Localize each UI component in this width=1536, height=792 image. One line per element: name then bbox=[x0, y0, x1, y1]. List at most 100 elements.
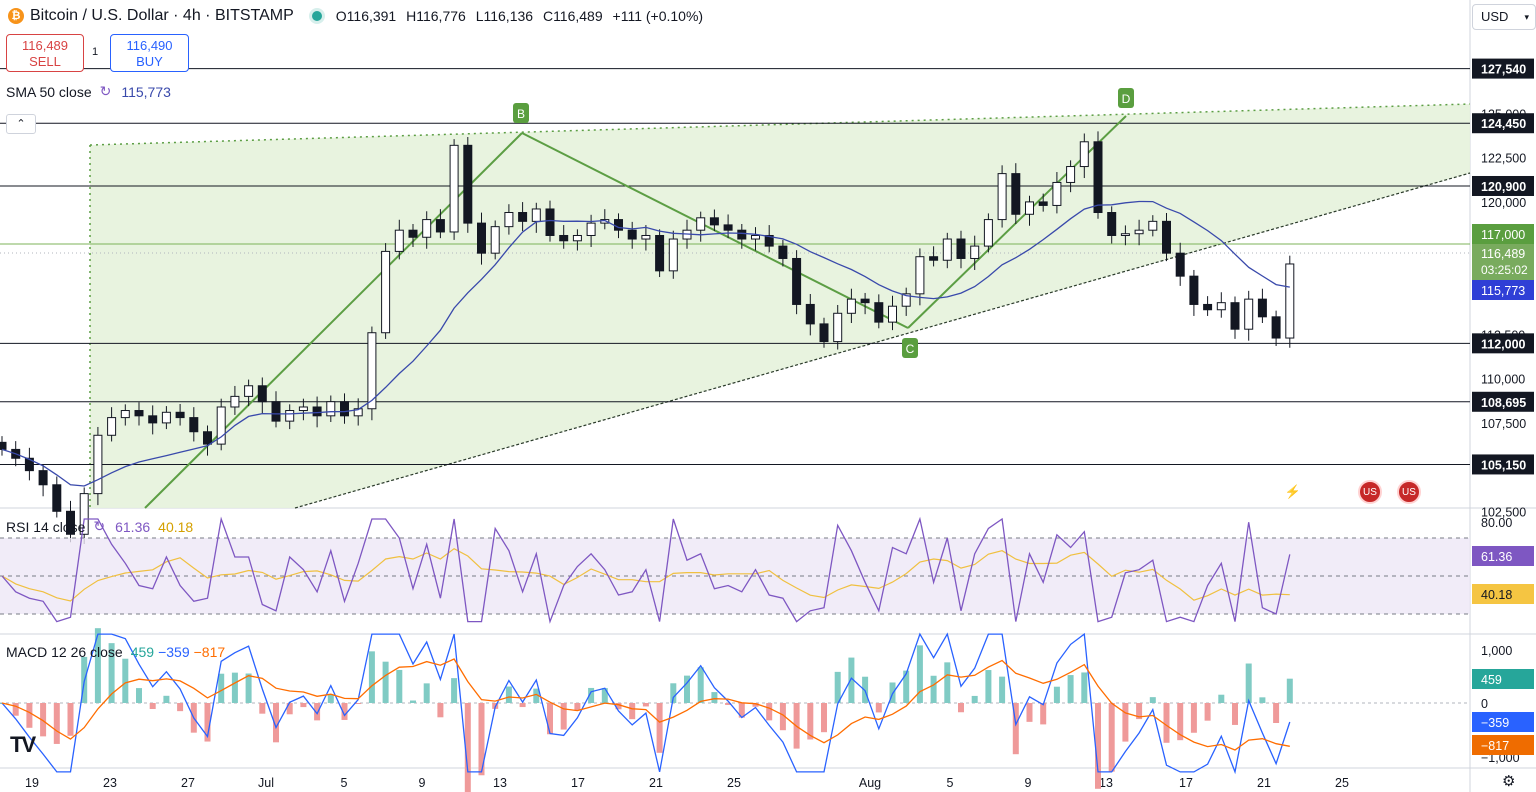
us-flag-icon[interactable]: US bbox=[1358, 480, 1382, 504]
candle-body bbox=[1230, 302, 1240, 330]
rsi-ma-badge bbox=[1472, 584, 1534, 604]
macd-histogram-bar bbox=[985, 670, 992, 703]
candle-body bbox=[1257, 298, 1267, 318]
candle-body bbox=[312, 406, 322, 417]
candle-body bbox=[1107, 212, 1117, 236]
macd-legend[interactable]: MACD 12 26 close 459 −359 −817 bbox=[6, 644, 233, 660]
macd-histogram-bar bbox=[766, 703, 773, 721]
macd-histogram-bar bbox=[341, 703, 348, 720]
candle-body bbox=[614, 219, 623, 231]
pattern-support-line bbox=[294, 172, 1471, 509]
macd-histogram-bar bbox=[478, 703, 485, 776]
price-level-badge bbox=[1472, 454, 1534, 475]
macd-histogram-bar bbox=[1273, 703, 1280, 723]
price-level-badge-text: 120,900 bbox=[1481, 180, 1526, 194]
chevron-down-icon: ▾ bbox=[1524, 12, 1529, 22]
lightning-icon[interactable]: ⚡ bbox=[1281, 480, 1305, 504]
macd-histogram-bar bbox=[629, 703, 636, 720]
macd-histogram-bar bbox=[642, 703, 649, 707]
macd-histogram-bar bbox=[1095, 703, 1101, 789]
candle-body bbox=[888, 305, 897, 323]
macd-histogram-bar bbox=[505, 686, 512, 703]
price-level-badge bbox=[1472, 391, 1534, 412]
change-value: +111 (+0.10%) bbox=[612, 8, 704, 24]
macd-histogram-bar bbox=[396, 669, 403, 703]
candle-body bbox=[93, 434, 103, 495]
macd-histogram-bar bbox=[752, 703, 759, 707]
macd-histogram-bar bbox=[94, 628, 101, 703]
macd-histogram-bar bbox=[410, 700, 416, 703]
macd-histogram-bar bbox=[547, 703, 553, 735]
pattern-point-label: B bbox=[517, 107, 525, 121]
price-level-badge bbox=[1472, 175, 1534, 196]
symbol-header[interactable]: ₿ Bitcoin / U.S. Dollar · 4h · BITSTAMP … bbox=[8, 5, 709, 27]
candle-body bbox=[38, 470, 48, 486]
cycle-icon[interactable]: ↻ bbox=[93, 518, 106, 534]
candle-body bbox=[1203, 303, 1213, 311]
sell-price: 116,489 bbox=[21, 38, 69, 53]
macd-histogram-bar bbox=[958, 703, 964, 713]
sell-button[interactable]: 116,489 SELL bbox=[6, 34, 84, 72]
bitcoin-icon: ₿ bbox=[8, 8, 24, 24]
gear-icon[interactable]: ⚙ bbox=[1502, 773, 1516, 790]
pattern-point-marker bbox=[902, 338, 918, 358]
currency-selector[interactable]: USD ▾ bbox=[1472, 4, 1536, 30]
macd-histogram-bar bbox=[903, 670, 910, 703]
sma-50-line bbox=[1, 200, 1290, 487]
time-axis-tick: 5 bbox=[947, 776, 954, 790]
candle-body bbox=[1216, 302, 1226, 311]
macd-histogram-bar bbox=[1286, 678, 1293, 703]
tradingview-logo[interactable]: TV bbox=[10, 732, 36, 757]
time-axis-tick: 17 bbox=[571, 776, 585, 790]
candle-body bbox=[257, 385, 267, 403]
macd-histogram-bar bbox=[1108, 703, 1115, 772]
candle-body bbox=[0, 441, 7, 450]
rsi-legend[interactable]: RSI 14 close ↻ 61.36 40.18 bbox=[6, 518, 201, 535]
macd-hist-badge-text: 459 bbox=[1481, 673, 1502, 687]
macd-signal-badge-text: −817 bbox=[1481, 739, 1509, 753]
macd-histogram-bar bbox=[533, 688, 540, 703]
macd-histogram-bar bbox=[560, 703, 567, 730]
time-axis-tick: Aug bbox=[859, 776, 881, 790]
candle-body bbox=[915, 256, 925, 295]
low-value: L116,136 bbox=[475, 8, 534, 24]
countdown-text: 03:25:02 bbox=[1481, 263, 1528, 277]
macd-line-badge bbox=[1472, 712, 1534, 732]
candle-body bbox=[477, 222, 486, 254]
time-axis-tick: 9 bbox=[1025, 776, 1032, 790]
candle-body bbox=[901, 293, 911, 307]
time-axis-tick: 13 bbox=[493, 776, 507, 790]
candle-body bbox=[751, 234, 760, 240]
cycle-icon[interactable]: ↻ bbox=[99, 83, 112, 99]
candle-body bbox=[805, 303, 815, 325]
candle-body bbox=[518, 212, 528, 222]
open-value: O116,391 bbox=[335, 8, 397, 24]
macd-histogram-bar bbox=[136, 688, 142, 703]
close-value: C116,489 bbox=[542, 8, 603, 24]
macd-histogram-bar bbox=[368, 651, 375, 703]
macd-histogram-bar bbox=[1177, 703, 1184, 741]
pattern-point-marker bbox=[513, 103, 529, 123]
candle-body bbox=[764, 234, 774, 247]
macd-histogram-bar bbox=[875, 703, 882, 713]
macd-histogram-bar bbox=[1245, 663, 1252, 703]
candle-body bbox=[1025, 201, 1034, 215]
rsi-ma-value: 40.18 bbox=[158, 518, 194, 535]
symbol-title[interactable]: Bitcoin / U.S. Dollar · 4h · BITSTAMP bbox=[30, 7, 294, 24]
buy-button[interactable]: 116,490 BUY bbox=[110, 34, 189, 72]
macd-histogram-bar bbox=[245, 673, 252, 703]
candle-body bbox=[353, 408, 363, 417]
candle-body bbox=[1079, 141, 1089, 168]
candle-body bbox=[970, 245, 980, 259]
candle-body bbox=[134, 410, 144, 417]
candle-body bbox=[394, 229, 404, 252]
candle-body bbox=[449, 144, 459, 233]
pattern-point-label: D bbox=[1122, 92, 1131, 106]
chevron-up-icon[interactable]: ⌃ bbox=[6, 114, 36, 134]
pattern-leg-line bbox=[521, 132, 909, 329]
us-flag-icon[interactable]: US bbox=[1397, 480, 1421, 504]
candle-body bbox=[1271, 316, 1281, 339]
market-status-icon[interactable] bbox=[311, 11, 322, 21]
sma-legend[interactable]: SMA 50 close ↻ 115,773 bbox=[6, 83, 179, 100]
